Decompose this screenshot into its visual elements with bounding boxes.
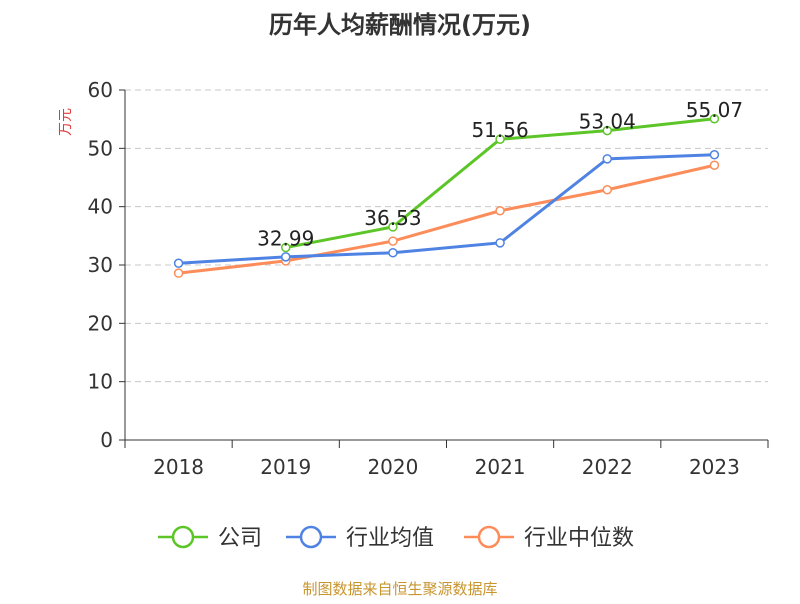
legend-marker-icon	[477, 525, 501, 549]
x-tick-label: 2019	[260, 455, 311, 479]
footer-source: 制图数据来自恒生聚源数据库	[302, 580, 497, 598]
y-tick-label: 10	[88, 370, 113, 394]
series-line	[178, 163, 715, 275]
data-point[interactable]	[709, 150, 720, 160]
legend-item[interactable]: 行业均值	[286, 525, 434, 551]
data-label: 32.99	[257, 227, 314, 251]
data-point[interactable]	[602, 185, 612, 195]
data-point[interactable]	[281, 242, 291, 253]
data-label: 51.56	[471, 118, 528, 142]
data-point[interactable]	[388, 222, 398, 232]
legend-marker-icon	[299, 525, 323, 549]
data-point[interactable]	[495, 134, 505, 144]
data-label: 36.53	[364, 206, 421, 230]
data-label: 53.04	[579, 110, 636, 134]
y-tick-label: 60	[88, 78, 113, 102]
x-tick-label: 2023	[689, 455, 740, 479]
legend-item[interactable]: 行业中位数	[464, 525, 634, 551]
chart-title: 历年人均薪酬情况(万元)	[269, 11, 531, 39]
data-point[interactable]	[495, 206, 505, 216]
y-tick-label: 40	[88, 195, 113, 219]
legend-marker-icon	[171, 525, 195, 549]
data-point[interactable]	[709, 160, 720, 170]
y-tick-label: 0	[100, 428, 113, 452]
x-tick-label: 2018	[153, 455, 204, 479]
data-point[interactable]	[495, 238, 505, 248]
data-point[interactable]	[173, 268, 184, 278]
data-point[interactable]	[602, 125, 612, 136]
y-tick-label: 50	[88, 136, 113, 160]
legend-label: 公司	[218, 526, 262, 551]
x-tick-label: 2022	[582, 455, 633, 479]
legend-label: 行业中位数	[524, 526, 634, 551]
legend-item[interactable]: 公司	[158, 525, 262, 551]
series-line	[178, 153, 715, 265]
data-label: 55.07	[686, 98, 743, 122]
x-tick-label: 2020	[367, 455, 418, 479]
y-axis-label: 万元	[58, 108, 74, 136]
data-point[interactable]	[281, 252, 291, 262]
data-point[interactable]	[388, 236, 398, 246]
data-point[interactable]	[709, 114, 720, 124]
y-tick-label: 30	[88, 253, 113, 277]
data-point[interactable]	[388, 248, 398, 258]
data-point[interactable]	[173, 258, 184, 268]
x-tick-label: 2021	[475, 455, 526, 479]
data-point[interactable]	[602, 154, 612, 164]
y-tick-label: 20	[88, 311, 113, 335]
legend-label: 行业均值	[346, 526, 434, 551]
